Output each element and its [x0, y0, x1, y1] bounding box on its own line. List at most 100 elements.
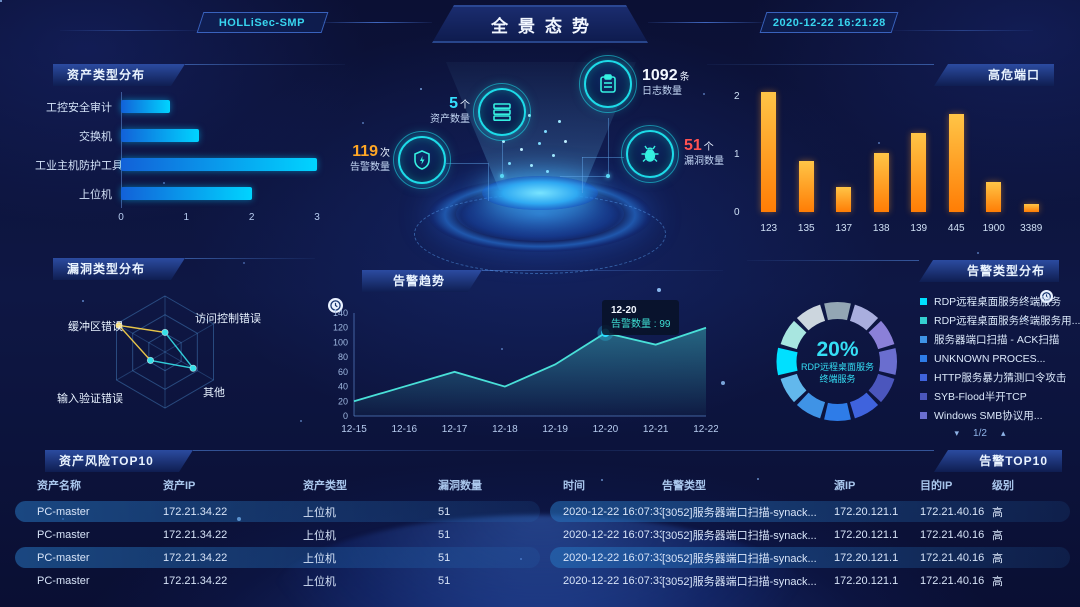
bar[interactable] — [986, 182, 1002, 212]
stat-logs-label: 日志数量 — [642, 86, 682, 97]
bar[interactable] — [873, 153, 889, 212]
legend-item[interactable]: UNKNOWN PROCES... — [920, 349, 1080, 368]
alert-trend-line-chart[interactable]: 0 20 40 60 80 100 120 140 12-15 12-16 12-17 12-18 12… — [316, 308, 718, 446]
y-tick-label: 1 — [734, 149, 740, 160]
panel-alert-type-title: 告警类型分布 — [919, 260, 1059, 282]
panel-alert-type: 告警类型分布 20% RDP远程桌面服务 终端服务 RDP远程桌面服务终端服务 R… — [747, 252, 1080, 447]
stat-logs: 1092 条 日志数量 — [642, 67, 690, 97]
bar[interactable] — [948, 114, 964, 212]
bar-column — [863, 92, 901, 212]
stat-vulns: 51 个 漏洞数量 — [684, 137, 724, 167]
alert-type-donut-chart[interactable] — [770, 294, 905, 429]
table-cell: PC-master — [37, 528, 90, 541]
legend-bullet-icon — [920, 298, 927, 305]
bar[interactable] — [836, 186, 852, 212]
legend-item[interactable]: SYB-Flood半开TCP — [920, 387, 1080, 406]
bar-column — [938, 92, 976, 212]
svg-text:12-21: 12-21 — [643, 424, 669, 435]
table-row: 2020-12-22 16:07:33 [3052]服务器端口扫描-synack.… — [550, 547, 1070, 568]
page-next-icon[interactable]: ▴ — [1000, 428, 1006, 438]
legend-item[interactable]: 服务器端口扫描 - ACK扫描 — [920, 330, 1080, 349]
table-cell: 上位机 — [303, 506, 336, 519]
bar[interactable] — [121, 129, 200, 142]
table-header-cell: 目的IP — [920, 480, 953, 492]
page-title: 全景态势 — [491, 16, 599, 36]
panel-alert-trend: 告警趋势 0 20 40 60 80 100 120 140 12-15 12-16 12-17 12… — [316, 260, 723, 450]
datetime-text: 2020-12-22 16:21:28 — [772, 16, 886, 29]
clipboard-icon — [600, 74, 616, 93]
asset-risk-title: 资产风险TOP10 — [45, 450, 193, 472]
bar[interactable] — [761, 92, 777, 212]
table-cell: 高 — [992, 552, 1003, 565]
x-tick-label: 1900 — [982, 223, 1005, 234]
vuln-type-radar-chart[interactable] — [25, 264, 305, 442]
page-indicator: 1/2 — [973, 428, 987, 439]
table-cell: 172.21.40.16 — [920, 574, 985, 587]
legend-item[interactable]: HTTP服务暴力猜测口令攻击 — [920, 368, 1080, 387]
bar[interactable] — [798, 161, 814, 212]
bar[interactable] — [121, 187, 252, 200]
table-cell: 51 — [438, 551, 451, 564]
tooltip-date: 12-20 — [611, 305, 637, 316]
table-cell: 2020-12-22 16:07:33 — [563, 551, 662, 564]
tooltip-value: 99 — [659, 318, 671, 330]
trend-tooltip: 12-20 告警数量 : 99 — [602, 300, 680, 335]
table-cell: 2020-12-22 16:07:33 — [563, 574, 662, 587]
asset-type-bar-chart[interactable]: 工控安全审计 交换机 工业主机防护工具 上位机 0 1 2 3 — [35, 92, 320, 226]
x-tick-label: 137 — [835, 223, 853, 234]
legend-item[interactable]: Windows SMB协议用... — [920, 406, 1080, 425]
table-cell: 51 — [438, 574, 451, 587]
table-cell: 51 — [438, 505, 451, 518]
clock-icon — [1040, 290, 1053, 303]
high-risk-ports-bar-chart[interactable]: 123 135 137 138 139 445 1900 3389 0 1 2 — [734, 91, 1050, 234]
x-tick-label: 445 — [947, 223, 965, 234]
bar[interactable] — [1023, 204, 1039, 212]
connector-line — [582, 157, 624, 158]
starfield-decoration — [0, 0, 2, 2]
table-cell: PC-master — [37, 574, 90, 587]
legend-item[interactable]: RDP远程桌面服务终端服务用... — [920, 311, 1080, 330]
stat-assets-label: 资产数量 — [430, 114, 470, 125]
bar[interactable] — [121, 158, 317, 171]
bar-column — [750, 92, 788, 212]
svg-text:12-20: 12-20 — [593, 424, 619, 435]
donut-percent: 20% — [816, 337, 859, 361]
table-cell: 2020-12-22 16:07:33 — [563, 528, 662, 541]
table-header-cell: 级别 — [992, 480, 1014, 492]
page-prev-icon[interactable]: ▾ — [954, 428, 960, 438]
table-row: 2020-12-22 16:07:33 [3052]服务器端口扫描-synack.… — [550, 570, 1070, 591]
legend-bullet-icon — [920, 393, 927, 400]
hologram-platform — [482, 176, 598, 210]
bars-area — [750, 92, 1050, 212]
bar-row: 工业主机防护工具 — [35, 150, 317, 179]
bar-column — [900, 92, 938, 212]
legend-label: HTTP服务暴力猜测口令攻击 — [934, 372, 1067, 384]
table-cell: 上位机 — [303, 529, 336, 542]
table-cell: 172.21.34.22 — [163, 551, 228, 564]
x-tick-label: 3389 — [1020, 223, 1043, 234]
legend-item[interactable]: RDP远程桌面服务终端服务 — [920, 292, 1080, 311]
table-cell: 高 — [992, 529, 1003, 542]
svg-text:12-19: 12-19 — [542, 424, 568, 435]
bar-category-label: 工业主机防护工具 — [35, 159, 123, 172]
table-header-cell: 告警类型 — [662, 480, 706, 492]
y-tick-label: 0 — [734, 207, 740, 218]
legend-bullet-icon — [920, 412, 927, 419]
connector-line — [560, 176, 608, 177]
stat-assets-circle — [473, 83, 531, 141]
stat-alerts-value: 119 — [352, 143, 378, 160]
connector-line — [608, 118, 609, 176]
table-row: PC-master 172.21.34.22 上位机 51 — [15, 524, 540, 545]
legend-label: UNKNOWN PROCES... — [934, 352, 1046, 365]
panel-vuln-type: 漏洞类型分布 缓冲区错误 访问控制错误 其他 输入验证错误 — [25, 252, 315, 442]
legend-bullet-icon — [920, 317, 927, 324]
clock-icon — [328, 298, 343, 313]
bar[interactable] — [911, 132, 927, 212]
svg-text:12-15: 12-15 — [341, 424, 367, 435]
bar[interactable] — [121, 100, 170, 113]
bar-category-label: 交换机 — [79, 130, 112, 143]
stat-vulns-circle — [621, 125, 679, 183]
bar-row: 上位机 — [35, 179, 317, 208]
stat-assets-value: 5 — [449, 95, 458, 112]
